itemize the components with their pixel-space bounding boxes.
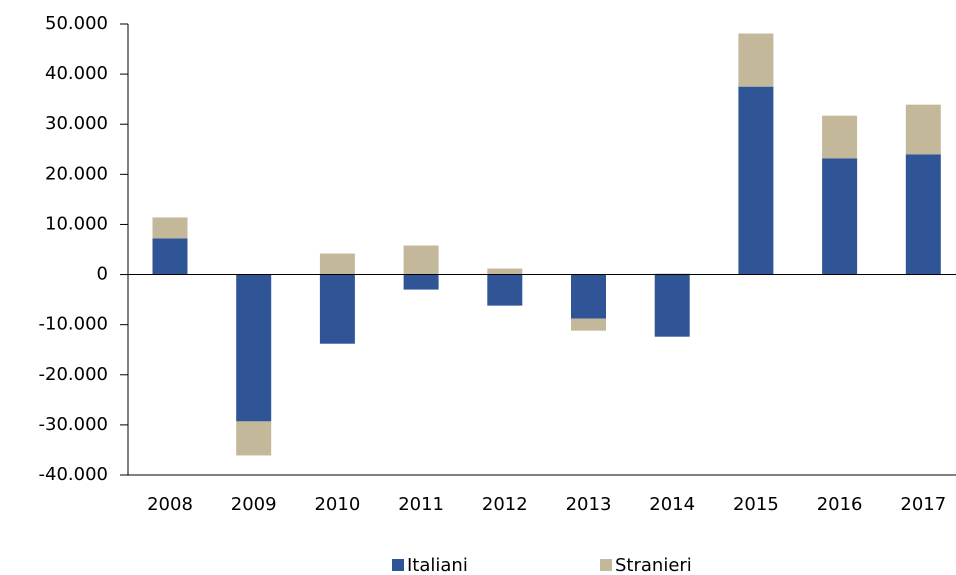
x-tick-label: 2013 [566,494,612,515]
bar [403,274,439,290]
x-tick-label: 2010 [314,494,360,515]
bar [905,104,941,155]
y-tick-label: -20.000 [39,364,108,385]
bar [738,33,774,87]
y-tick-label: 40.000 [45,63,108,84]
y-tick-label: 30.000 [45,113,108,134]
bar [571,318,606,331]
x-tick-label: 2017 [900,494,946,515]
bar [319,253,355,275]
x-tick-label: 2016 [817,494,863,515]
legend-label: Italiani [407,555,468,575]
x-tick-label: 2008 [147,494,193,515]
bar [654,274,690,337]
bar [319,274,355,344]
bar [905,154,941,275]
bar [236,421,272,456]
y-tick-label: -10.000 [39,314,108,335]
bar [571,274,606,319]
legend-swatch [392,559,404,571]
bar [487,268,523,275]
bar [822,115,858,159]
bar [152,217,188,239]
x-tick-label: 2012 [482,494,528,515]
legend-swatch [600,559,612,571]
y-tick-label: 10.000 [45,213,108,234]
x-tick-label: 2014 [649,494,695,515]
x-tick-label: 2009 [231,494,277,515]
x-tick-label: 2011 [398,494,444,515]
y-tick-label: 50.000 [45,13,108,34]
bar [403,245,439,275]
y-tick-label: -30.000 [39,414,108,435]
bar [152,238,188,275]
y-tick-label: 20.000 [45,163,108,184]
y-tick-label: -40.000 [39,464,108,485]
x-tick-label: 2015 [733,494,779,515]
legend-label: Stranieri [615,555,692,575]
bar [738,86,774,275]
y-tick-label: 0 [97,264,108,285]
bar [236,274,272,422]
bar [654,273,690,275]
bar [822,158,858,275]
bar [487,274,523,306]
